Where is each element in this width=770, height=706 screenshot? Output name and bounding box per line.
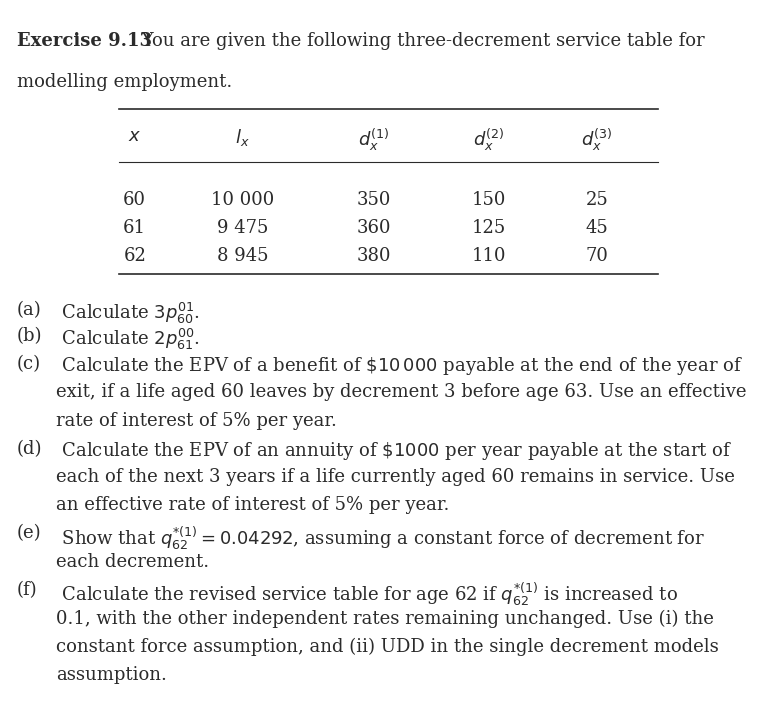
Text: Exercise 9.13: Exercise 9.13 — [17, 32, 152, 49]
Text: (e): (e) — [17, 525, 42, 542]
Text: rate of interest of 5% per year.: rate of interest of 5% per year. — [56, 412, 337, 429]
Text: 125: 125 — [472, 219, 506, 237]
Text: 380: 380 — [357, 247, 390, 265]
Text: 70: 70 — [585, 247, 608, 265]
Text: each of the next 3 years if a life currently aged 60 remains in service. Use: each of the next 3 years if a life curre… — [56, 468, 735, 486]
Text: exit, if a life aged 60 leaves by decrement 3 before age 63. Use an effective: exit, if a life aged 60 leaves by decrem… — [56, 383, 747, 401]
Text: 25: 25 — [585, 191, 608, 208]
Text: 110: 110 — [472, 247, 506, 265]
Text: modelling employment.: modelling employment. — [17, 73, 233, 90]
Text: 61: 61 — [123, 219, 146, 237]
Text: Show that $q_{62}^{*(1)} = 0.04292$, assuming a constant force of decrement for: Show that $q_{62}^{*(1)} = 0.04292$, ass… — [56, 525, 705, 551]
Text: 350: 350 — [357, 191, 390, 208]
Text: (f): (f) — [17, 581, 38, 599]
Text: Calculate the revised service table for age 62 if $q_{62}^{*(1)}$ is increased t: Calculate the revised service table for … — [56, 581, 678, 608]
Text: You are given the following three-decrement service table for: You are given the following three-decrem… — [136, 32, 705, 49]
Text: (a): (a) — [17, 301, 42, 318]
Text: $d_x^{(3)}$: $d_x^{(3)}$ — [581, 127, 612, 153]
Text: constant force assumption, and (ii) UDD in the single decrement models: constant force assumption, and (ii) UDD … — [56, 638, 719, 656]
Text: 0.1, with the other independent rates remaining unchanged. Use (i) the: 0.1, with the other independent rates re… — [56, 609, 714, 628]
Text: assumption.: assumption. — [56, 666, 167, 683]
Text: (b): (b) — [17, 327, 42, 345]
Text: 45: 45 — [585, 219, 608, 237]
Text: an effective rate of interest of 5% per year.: an effective rate of interest of 5% per … — [56, 496, 450, 514]
Text: Calculate $2p_{61}^{00}$.: Calculate $2p_{61}^{00}$. — [56, 327, 200, 352]
Text: 10 000: 10 000 — [211, 191, 274, 208]
Text: Calculate the EPV of a benefit of $\$10\,000$ payable at the end of the year of: Calculate the EPV of a benefit of $\$10\… — [56, 355, 743, 377]
Text: Calculate $3p_{60}^{01}$.: Calculate $3p_{60}^{01}$. — [56, 301, 200, 326]
Text: $l_x$: $l_x$ — [236, 127, 249, 148]
Text: (c): (c) — [17, 355, 41, 373]
Text: 9 475: 9 475 — [217, 219, 268, 237]
Text: 62: 62 — [123, 247, 146, 265]
Text: 60: 60 — [123, 191, 146, 208]
Text: 8 945: 8 945 — [217, 247, 268, 265]
Text: each decrement.: each decrement. — [56, 553, 209, 570]
Text: 360: 360 — [357, 219, 390, 237]
Text: $x$: $x$ — [128, 127, 142, 145]
Text: $d_x^{(1)}$: $d_x^{(1)}$ — [358, 127, 389, 153]
Text: (d): (d) — [17, 440, 42, 457]
Text: $d_x^{(2)}$: $d_x^{(2)}$ — [474, 127, 504, 153]
Text: Calculate the EPV of an annuity of $\$1000$ per year payable at the start of: Calculate the EPV of an annuity of $\$10… — [56, 440, 732, 462]
Text: 150: 150 — [472, 191, 506, 208]
